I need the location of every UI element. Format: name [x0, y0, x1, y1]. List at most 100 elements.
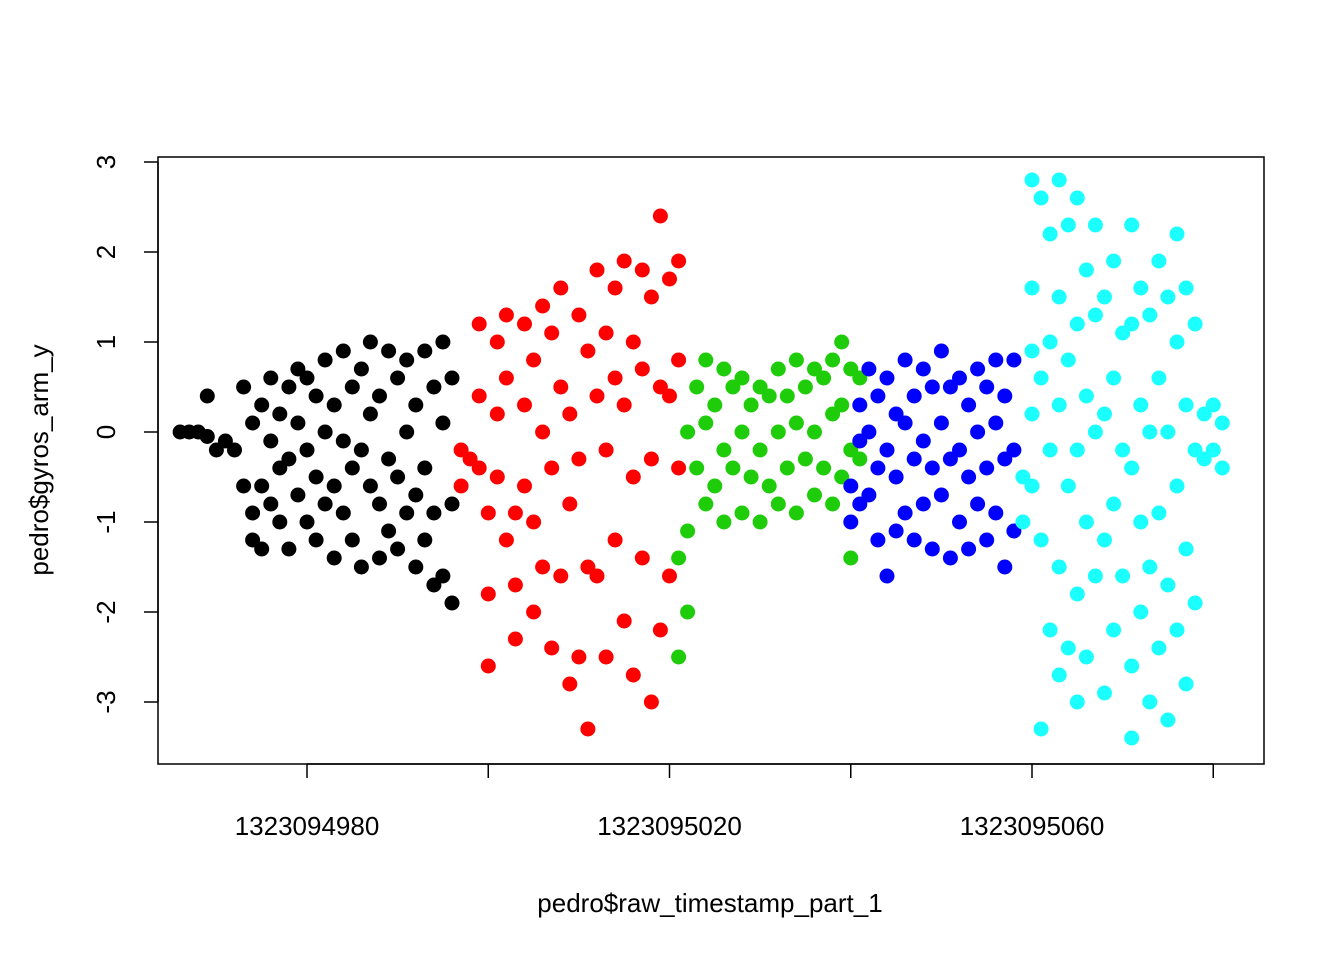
data-point: [290, 415, 306, 431]
data-point: [643, 451, 659, 467]
data-point: [390, 541, 406, 557]
data-point: [979, 532, 995, 548]
data-point: [671, 460, 687, 476]
data-point: [1142, 694, 1158, 710]
data-point: [1142, 559, 1158, 575]
y-tick-label: 1: [91, 335, 121, 349]
data-point: [616, 253, 632, 269]
data-point: [1214, 460, 1230, 476]
data-point: [399, 424, 415, 440]
data-point: [1042, 226, 1058, 242]
x-axis: 1323094980 1323095020 1323095060: [235, 763, 1214, 841]
data-point: [1151, 640, 1167, 656]
data-point: [199, 388, 215, 404]
data-point: [299, 514, 315, 530]
data-point: [1069, 586, 1085, 602]
data-point: [598, 325, 614, 341]
data-point: [372, 388, 387, 404]
data-point: [743, 469, 759, 485]
data-point: [1060, 217, 1076, 233]
data-point: [788, 352, 804, 368]
data-point: [335, 343, 351, 359]
data-point: [498, 307, 514, 323]
data-point: [734, 370, 750, 386]
data-point: [517, 316, 532, 332]
data-point: [662, 568, 677, 584]
data-point: [236, 478, 252, 494]
x-tick-label: 1323095060: [960, 811, 1105, 841]
data-point: [861, 487, 877, 503]
data-point: [1078, 262, 1094, 278]
data-point: [1024, 172, 1040, 188]
data-point: [526, 514, 542, 530]
data-point: [1160, 289, 1176, 305]
data-point: [535, 424, 551, 440]
data-point: [834, 397, 850, 413]
data-point: [915, 496, 931, 512]
data-point: [254, 478, 270, 494]
x-axis-title: pedro$raw_timestamp_part_1: [537, 888, 882, 918]
data-point: [1106, 496, 1122, 512]
data-point: [915, 433, 931, 449]
data-point: [353, 361, 369, 377]
data-point: [816, 460, 832, 476]
data-point: [952, 442, 967, 458]
data-point: [779, 388, 795, 404]
data-point: [444, 595, 460, 611]
data-point: [498, 532, 514, 548]
data-point: [1060, 352, 1076, 368]
data-point: [888, 523, 904, 539]
data-point: [1033, 721, 1049, 737]
data-point: [961, 469, 977, 485]
data-point: [707, 397, 723, 413]
data-point: [997, 559, 1013, 575]
data-point: [381, 523, 397, 539]
data-point: [906, 388, 922, 404]
data-point: [362, 406, 378, 422]
data-point: [671, 352, 687, 368]
data-point: [643, 694, 659, 710]
data-point: [1124, 316, 1140, 332]
data-point: [245, 415, 261, 431]
data-point: [861, 361, 877, 377]
data-point: [381, 343, 397, 359]
data-point: [906, 532, 922, 548]
data-point: [725, 460, 741, 476]
data-point: [507, 631, 523, 647]
data-point: [707, 478, 723, 494]
data-point: [879, 370, 895, 386]
data-point: [571, 649, 587, 665]
data-point: [607, 532, 623, 548]
data-point: [598, 442, 614, 458]
data-point: [906, 451, 922, 467]
data-point: [453, 478, 469, 494]
data-point: [1133, 604, 1149, 620]
data-point: [770, 496, 786, 512]
data-point: [933, 343, 949, 359]
data-point: [1042, 334, 1058, 350]
data-point: [1133, 280, 1149, 296]
data-point: [254, 397, 270, 413]
data-point: [1006, 352, 1022, 368]
data-point: [924, 541, 940, 557]
data-point: [897, 352, 913, 368]
data-point: [1051, 667, 1067, 683]
data-point: [426, 505, 442, 521]
data-point: [779, 460, 795, 476]
data-point: [507, 505, 523, 521]
data-point: [435, 334, 451, 350]
data-point: [589, 262, 605, 278]
data-point: [317, 352, 333, 368]
data-point: [281, 379, 297, 395]
data-point: [897, 415, 913, 431]
data-point: [1205, 442, 1221, 458]
data-point: [625, 667, 641, 683]
data-point: [1033, 190, 1049, 206]
data-point: [326, 550, 342, 566]
data-point: [1115, 568, 1131, 584]
data-point: [535, 298, 551, 314]
data-point: [716, 514, 732, 530]
y-tick-label: -3: [91, 690, 121, 713]
data-point: [1106, 370, 1122, 386]
data-point: [879, 568, 895, 584]
